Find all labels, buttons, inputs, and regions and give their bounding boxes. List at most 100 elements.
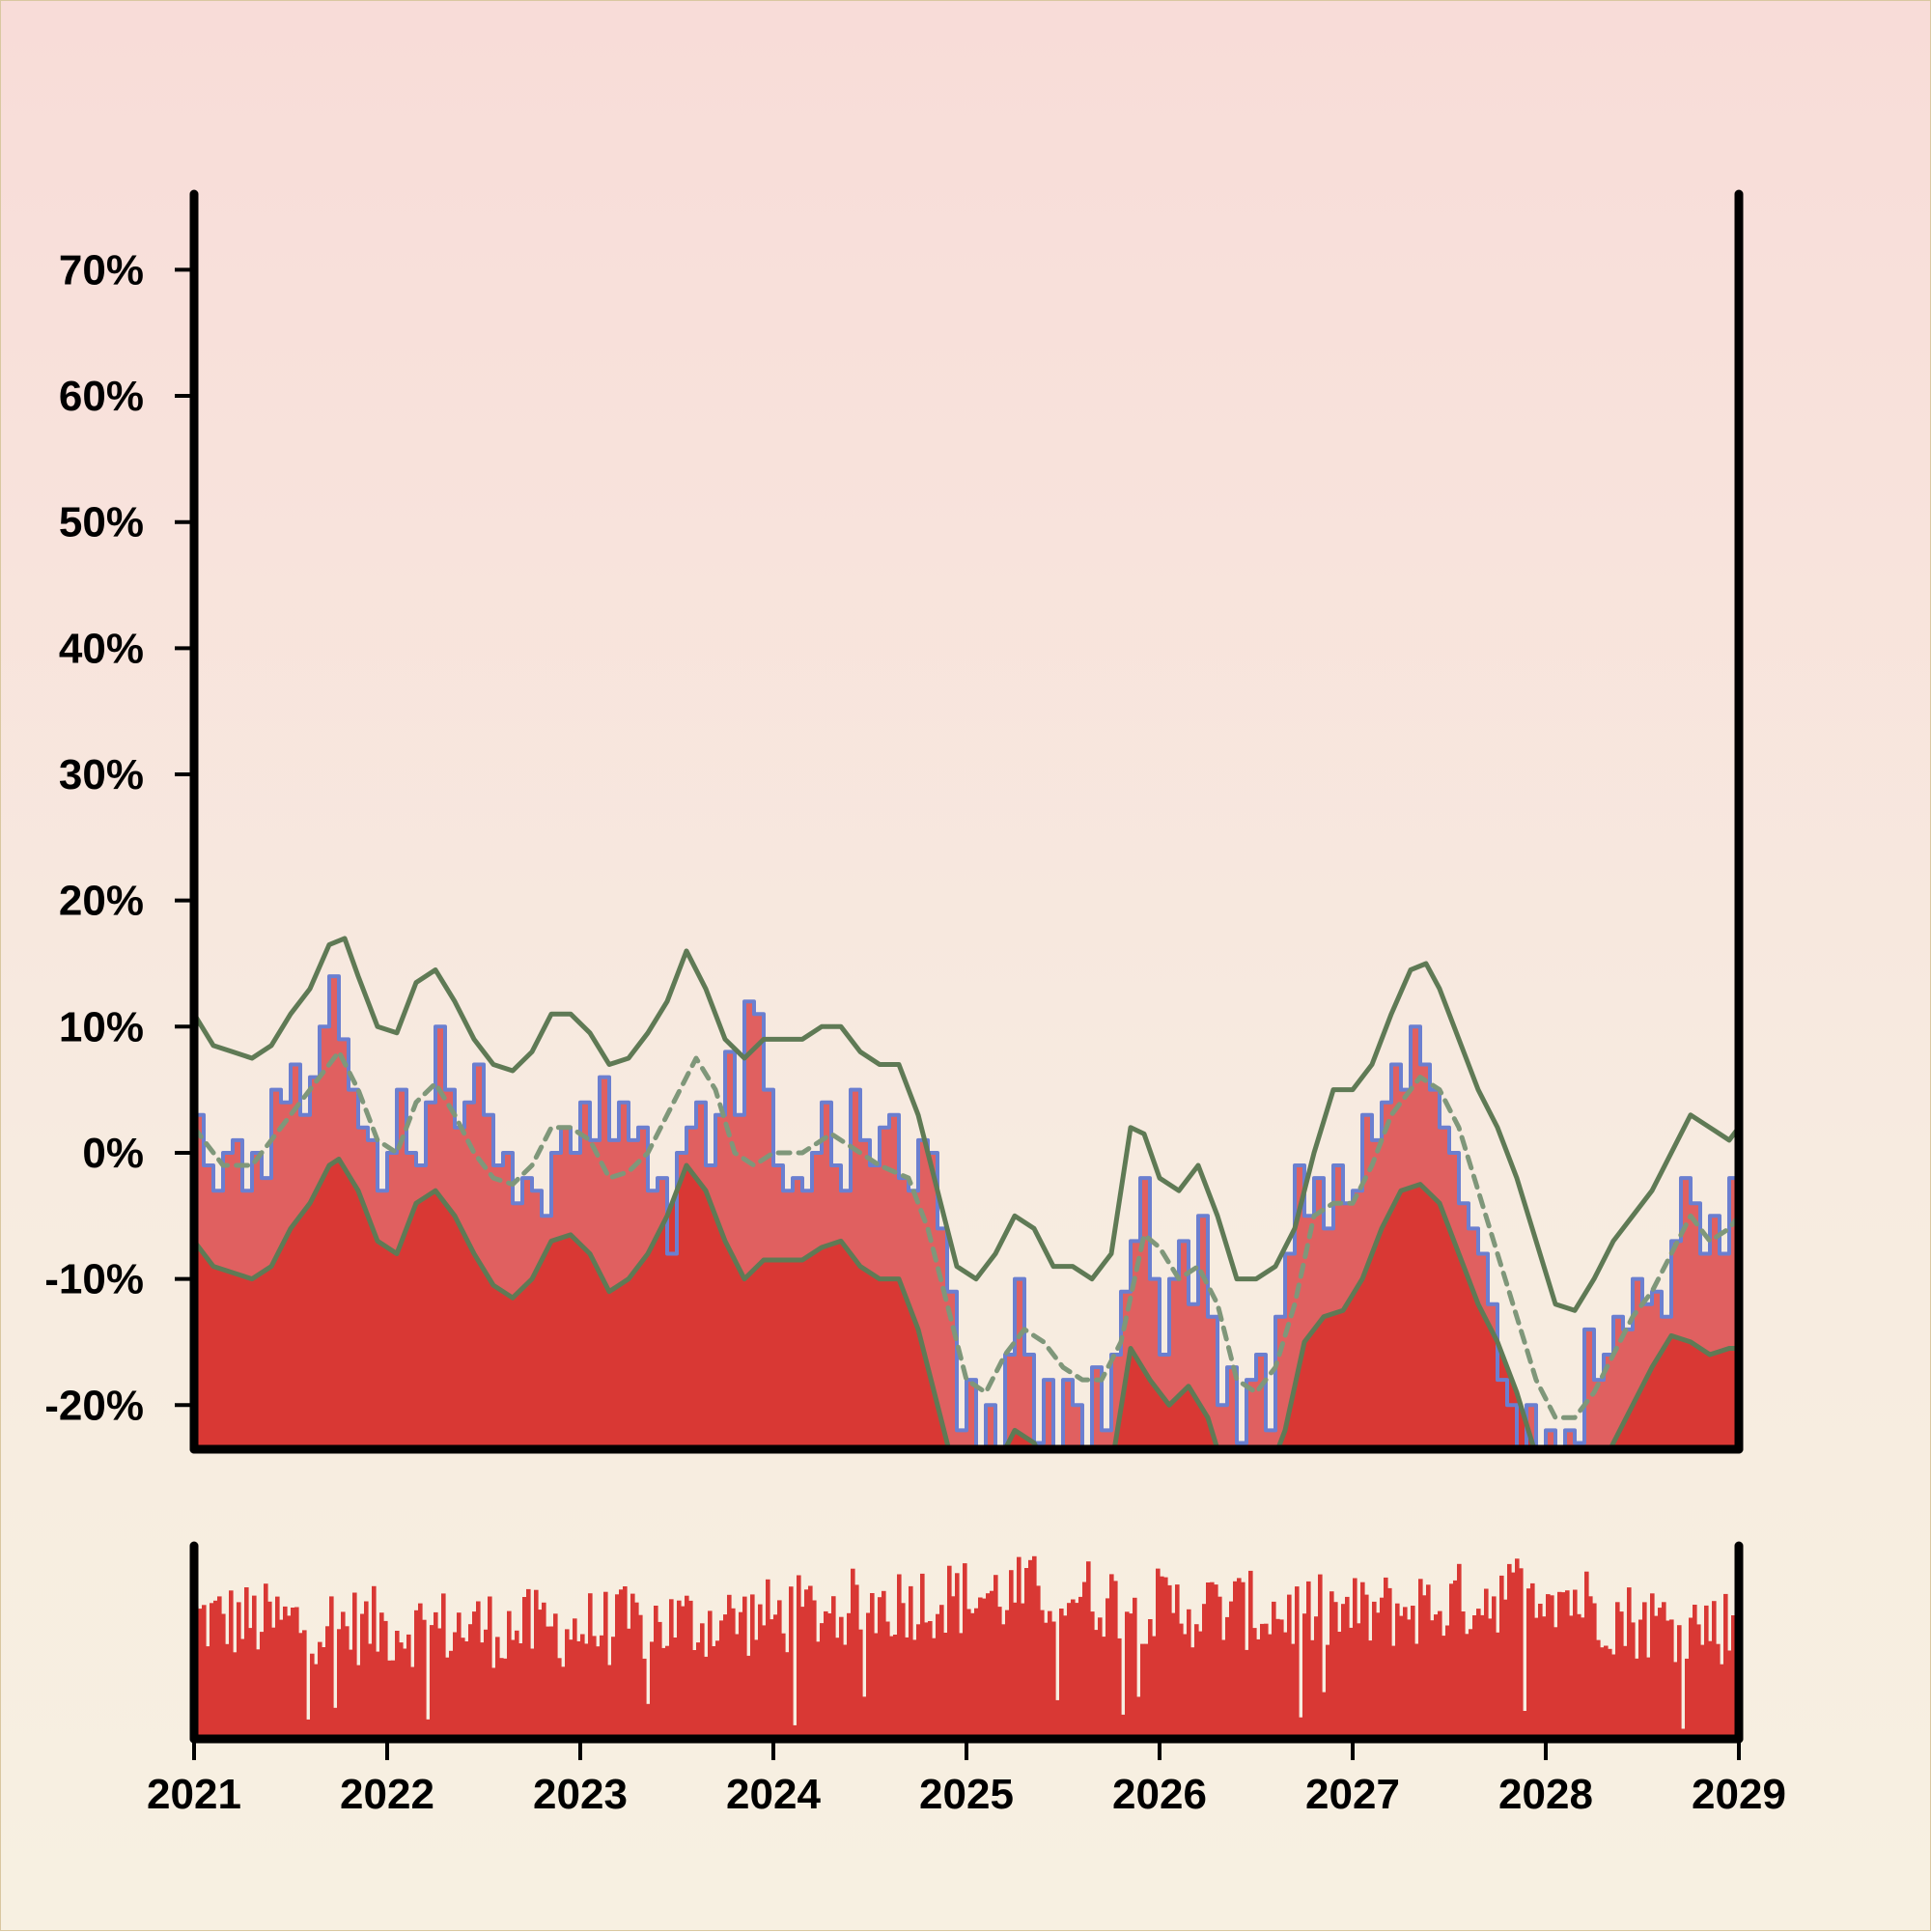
x-tick-label: 2025 (919, 1771, 1014, 1818)
volume-bar (630, 1593, 635, 1739)
volume-bar (1086, 1561, 1091, 1739)
volume-bar (229, 1590, 234, 1739)
volume-bar (870, 1593, 875, 1739)
volume-bar (240, 1638, 245, 1739)
volume-bar (1654, 1615, 1659, 1739)
volume-bar (762, 1625, 767, 1739)
volume-bar (839, 1616, 844, 1739)
volume-bar (1148, 1619, 1153, 1739)
volume-bar (1700, 1644, 1705, 1739)
volume-bar (213, 1600, 218, 1739)
volume-bar (387, 1660, 392, 1739)
volume-bar (750, 1594, 755, 1739)
volume-bar (1372, 1601, 1377, 1739)
volume-bar (588, 1593, 593, 1739)
volume-bar (785, 1652, 790, 1739)
volume-bar (1322, 1692, 1327, 1739)
volume-bar (1345, 1596, 1350, 1739)
volume-bar (237, 1602, 241, 1739)
volume-bar (677, 1600, 682, 1739)
volume-bar (1295, 1586, 1300, 1739)
volume-bar (1642, 1602, 1647, 1739)
volume-bar (418, 1603, 423, 1739)
volume-bar (688, 1600, 693, 1739)
volume-bar (1067, 1603, 1072, 1739)
volume-bar (654, 1606, 658, 1739)
volume-bar (1187, 1609, 1191, 1739)
volume-bar (963, 1563, 967, 1739)
volume-bar (1608, 1648, 1612, 1739)
volume-bar (1499, 1575, 1504, 1739)
volume-bar (1596, 1639, 1601, 1739)
volume-bar (978, 1597, 983, 1739)
volume-bar (800, 1607, 805, 1739)
volume-bar (1530, 1582, 1535, 1739)
volume-bar (1105, 1598, 1110, 1739)
volume-bar (1133, 1597, 1137, 1739)
volume-bar (882, 1590, 886, 1739)
volume-bar (1090, 1611, 1095, 1739)
volume-bar (472, 1611, 477, 1739)
volume-bar (1252, 1628, 1257, 1739)
volume-bar (1662, 1602, 1666, 1739)
volume-bar (1445, 1625, 1450, 1739)
volume-bar (1418, 1579, 1423, 1739)
volume-bar (1326, 1644, 1330, 1739)
x-tick-label: 2023 (533, 1771, 628, 1818)
volume-bar (1152, 1636, 1157, 1739)
volume-bar (1044, 1622, 1049, 1739)
volume-bar (912, 1639, 917, 1739)
volume-bar (391, 1660, 396, 1739)
volume-bar (252, 1595, 257, 1739)
volume-bar (1469, 1629, 1473, 1739)
volume-bar (893, 1635, 898, 1739)
volume-bar (1422, 1595, 1427, 1739)
volume-bar (1542, 1616, 1547, 1739)
volume-bar (943, 1633, 948, 1739)
volume-bar (862, 1696, 867, 1739)
volume-bar (1291, 1643, 1296, 1739)
y-tick-label: 50% (59, 499, 144, 546)
volume-bar (1681, 1728, 1686, 1739)
volume-bar (1526, 1588, 1531, 1739)
volume-bar (1360, 1582, 1365, 1739)
volume-bar (518, 1643, 523, 1739)
volume-bar (627, 1628, 631, 1739)
volume-bar (1024, 1568, 1029, 1739)
volume-bar (1078, 1596, 1083, 1739)
volume-bar (1438, 1610, 1442, 1739)
volume-bar (754, 1639, 759, 1739)
x-axis: 2021 2022 2023 2024 2025 2026 2027 2028 2029 (147, 1449, 1786, 1818)
volume-bar (557, 1658, 562, 1739)
volume-bar (1214, 1584, 1218, 1739)
volume-bar (1441, 1636, 1446, 1739)
volume-bar (827, 1613, 832, 1739)
volume-bar (1623, 1645, 1628, 1739)
volume-bar (1376, 1612, 1381, 1739)
volume-bar (1557, 1591, 1562, 1739)
volume-bar (1013, 1602, 1018, 1739)
volume-bar (322, 1647, 326, 1739)
volume-bar (1723, 1593, 1728, 1739)
volume-bar (1693, 1605, 1697, 1739)
volume-bar (337, 1629, 342, 1739)
upper-band-line (194, 936, 1739, 1313)
volume-bar (1480, 1614, 1485, 1739)
volume-bar (298, 1633, 303, 1739)
volume-bar (1673, 1662, 1678, 1739)
volume-bar (889, 1636, 894, 1739)
lower-band-line (194, 1157, 1739, 1449)
volume-bar (333, 1707, 338, 1739)
volume-bar (1113, 1581, 1118, 1739)
volume-bar (708, 1610, 713, 1739)
volume-bar (665, 1645, 670, 1739)
volume-bar (283, 1606, 288, 1739)
volume-bar (623, 1586, 628, 1739)
volume-bar (681, 1606, 686, 1739)
volume-bar (766, 1579, 770, 1739)
volume-bar (1171, 1612, 1176, 1739)
volume-bar (437, 1628, 442, 1739)
volume-bar (1411, 1606, 1415, 1739)
volume-bar (395, 1631, 400, 1739)
y-tick-label: 70% (59, 246, 144, 294)
